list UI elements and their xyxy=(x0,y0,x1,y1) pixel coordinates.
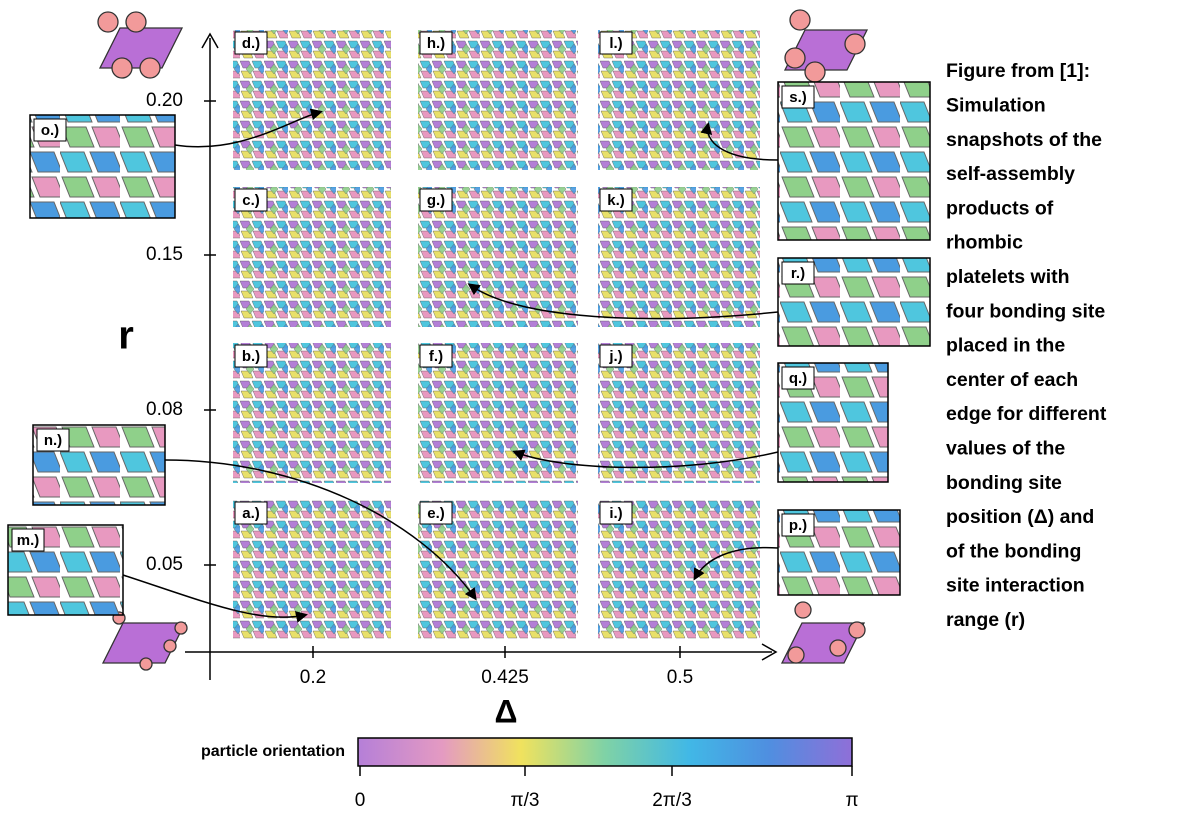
panel-label: k.) xyxy=(607,192,625,209)
rhombus-icon xyxy=(785,10,867,82)
inset-label: p.) xyxy=(789,517,807,534)
rhombus-icon xyxy=(98,12,182,78)
snapshot-panel: k.) xyxy=(598,187,760,327)
snapshot-panel: g.) xyxy=(418,187,578,327)
caption-line: position (Δ) and xyxy=(946,506,1094,528)
panel-label: b.) xyxy=(242,348,260,365)
snapshot-panel: e.) xyxy=(418,500,578,640)
x-axis-label: Δ xyxy=(495,693,518,729)
colorbar-tick-label: 0 xyxy=(355,790,366,811)
snapshot-panel: b.) xyxy=(233,343,391,483)
panel-label: e.) xyxy=(427,505,445,522)
x-tick-label: 0.425 xyxy=(481,667,529,688)
snapshot-panel: l.) xyxy=(598,30,760,170)
panel-label: a.) xyxy=(242,505,260,522)
panel-label: c.) xyxy=(242,192,260,209)
colorbar-label: particle orientation xyxy=(201,743,345,760)
caption-line: products of xyxy=(946,197,1054,219)
caption-line: Simulation xyxy=(946,94,1046,116)
inset: p.) xyxy=(778,510,900,595)
y-axis-label: r xyxy=(118,314,134,358)
inset: q.) xyxy=(778,363,888,482)
panel-label: l.) xyxy=(609,35,622,52)
x-tick-label: 0.5 xyxy=(667,667,693,688)
caption-line: range (r) xyxy=(946,609,1025,631)
inset-label: q.) xyxy=(789,370,807,387)
x-tick-label: 0.2 xyxy=(300,667,326,688)
panel-label: j.) xyxy=(608,348,622,365)
caption-line: edge for different xyxy=(946,403,1107,425)
panel-label: i.) xyxy=(609,505,622,522)
caption-line: bonding site xyxy=(946,472,1062,494)
panel-label: f.) xyxy=(429,348,443,365)
caption-line: of the bonding xyxy=(946,540,1081,562)
inset-label: s.) xyxy=(789,89,807,106)
inset: m.) xyxy=(8,525,123,615)
caption-line: snapshots of the xyxy=(946,129,1102,151)
panel-label: d.) xyxy=(242,35,260,52)
snapshot-panel: h.) xyxy=(418,30,578,170)
snapshot-panel: i.) xyxy=(598,500,760,640)
y-tick-label: 0.05 xyxy=(146,554,183,575)
snapshot-panel: a.) xyxy=(233,500,391,640)
caption-line: four bonding site xyxy=(946,300,1105,322)
caption-line: Figure from [1]: xyxy=(946,60,1090,82)
snapshot-panel: d.) xyxy=(233,30,391,170)
caption-line: self-assembly xyxy=(946,163,1075,185)
inset-label: r.) xyxy=(791,265,805,282)
inset-label: n.) xyxy=(44,432,62,449)
figure: d.) h.) l.) c.) g.) k.) b.) f.) j.) a.) e.) i.) o.)… xyxy=(0,0,1177,814)
colorbar-tick-label: π/3 xyxy=(511,790,540,811)
caption-line: values of the xyxy=(946,437,1065,459)
panel-label: h.) xyxy=(427,35,445,52)
inset: n.) xyxy=(33,425,165,505)
rhombus-icon xyxy=(782,602,865,663)
y-tick-label: 0.20 xyxy=(146,90,183,111)
panel-label: g.) xyxy=(427,192,445,209)
caption-line: center of each xyxy=(946,369,1078,391)
snapshot-panel: j.) xyxy=(598,343,760,483)
caption-line: site interaction xyxy=(946,575,1085,597)
rhombus-icon xyxy=(103,612,187,670)
y-tick-label: 0.15 xyxy=(146,244,183,265)
snapshot-panel: c.) xyxy=(233,187,391,327)
inset-label: o.) xyxy=(41,122,59,139)
inset: s.) xyxy=(778,82,930,240)
inset-label: m.) xyxy=(17,532,40,549)
colorbar xyxy=(358,738,852,766)
caption-line: placed in the xyxy=(946,335,1065,357)
caption-line: rhombic xyxy=(946,232,1023,254)
inset: o.) xyxy=(30,115,175,218)
colorbar-tick-label: π xyxy=(845,790,858,811)
inset: r.) xyxy=(778,258,930,346)
y-tick-label: 0.08 xyxy=(146,399,183,420)
caption-line: platelets with xyxy=(946,266,1070,288)
colorbar-tick-label: 2π/3 xyxy=(652,790,692,811)
